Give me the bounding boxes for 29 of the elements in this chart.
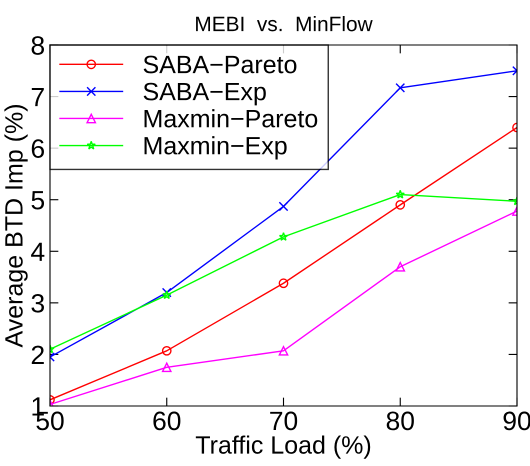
point — [162, 346, 172, 356]
y-tick-label: 4 — [31, 242, 44, 261]
chart-title: MEBI vs. MinFlow — [196, 16, 373, 32]
y-tick-label: 5 — [32, 191, 44, 210]
point — [162, 288, 172, 298]
point — [395, 200, 406, 210]
point — [278, 202, 288, 212]
y-tick-label: 2 — [32, 346, 44, 364]
point — [396, 190, 405, 199]
legend-label: Maxmin−Exp — [144, 136, 287, 160]
y-tick-label: 3 — [31, 294, 44, 313]
point — [395, 262, 406, 272]
y-tick-label: 7 — [32, 88, 44, 106]
x-tick-label: 80 — [386, 412, 414, 430]
y-tick-label: 8 — [32, 36, 44, 55]
x-axis-title: Traffic Load (%) — [196, 435, 370, 459]
x-tick-label: 70 — [270, 412, 298, 430]
point — [162, 362, 172, 372]
point — [278, 278, 288, 288]
y-axis-title: Average BTD Imp (%) — [4, 105, 28, 348]
legend-label: SABA−Pareto — [144, 56, 296, 74]
point — [278, 232, 288, 241]
point — [395, 82, 406, 93]
y-tick-label: 6 — [32, 139, 44, 158]
x-tick-label: 60 — [153, 412, 180, 430]
legend-label: SABA−Exp — [144, 82, 266, 106]
point — [162, 290, 172, 300]
legend-label: Maxmin−Pareto — [144, 109, 318, 128]
point — [278, 346, 288, 356]
